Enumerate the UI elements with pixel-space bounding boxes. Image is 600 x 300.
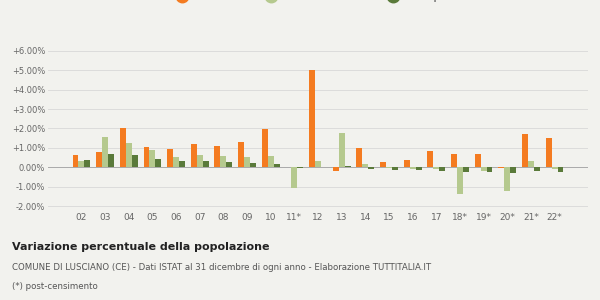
Bar bbox=[191, 144, 197, 167]
Bar bbox=[362, 164, 368, 167]
Text: COMUNE DI LUSCIANO (CE) - Dati ISTAT al 31 dicembre di ogni anno - Elaborazione : COMUNE DI LUSCIANO (CE) - Dati ISTAT al … bbox=[12, 262, 431, 272]
Bar bbox=[268, 156, 274, 167]
Bar bbox=[522, 134, 528, 167]
Bar bbox=[315, 161, 321, 167]
Bar bbox=[102, 137, 108, 167]
Bar bbox=[244, 157, 250, 167]
Bar bbox=[131, 155, 137, 167]
Text: (*) post-censimento: (*) post-censimento bbox=[12, 282, 98, 291]
Bar bbox=[551, 167, 557, 169]
Bar bbox=[546, 138, 551, 167]
Bar bbox=[203, 161, 209, 167]
Bar bbox=[410, 167, 416, 169]
Bar bbox=[557, 167, 563, 172]
Bar bbox=[392, 167, 398, 169]
Bar bbox=[73, 155, 79, 167]
Bar bbox=[108, 154, 114, 167]
Bar bbox=[292, 167, 297, 188]
Text: Variazione percentuale della popolazione: Variazione percentuale della popolazione bbox=[12, 242, 269, 251]
Bar bbox=[339, 133, 344, 167]
Bar bbox=[404, 160, 410, 167]
Bar bbox=[214, 146, 220, 167]
Bar bbox=[433, 167, 439, 169]
Bar bbox=[250, 164, 256, 167]
Bar bbox=[528, 161, 534, 167]
Bar bbox=[197, 155, 203, 167]
Bar bbox=[487, 167, 493, 172]
Bar bbox=[297, 167, 303, 168]
Bar bbox=[155, 159, 161, 167]
Bar bbox=[451, 154, 457, 167]
Bar bbox=[427, 151, 433, 167]
Bar bbox=[505, 167, 510, 190]
Bar bbox=[380, 162, 386, 167]
Bar bbox=[510, 167, 516, 173]
Bar bbox=[126, 143, 131, 167]
Bar bbox=[120, 128, 126, 167]
Bar bbox=[356, 148, 362, 167]
Bar bbox=[386, 167, 392, 168]
Bar bbox=[262, 129, 268, 167]
Bar bbox=[475, 154, 481, 167]
Bar bbox=[534, 167, 540, 171]
Bar bbox=[149, 150, 155, 167]
Bar bbox=[309, 70, 315, 167]
Bar bbox=[96, 152, 102, 167]
Bar bbox=[85, 160, 90, 167]
Bar bbox=[167, 149, 173, 167]
Bar bbox=[173, 157, 179, 167]
Bar bbox=[499, 167, 505, 168]
Bar bbox=[463, 167, 469, 172]
Bar bbox=[143, 147, 149, 167]
Bar bbox=[274, 164, 280, 167]
Bar bbox=[368, 167, 374, 169]
Bar bbox=[79, 160, 85, 167]
Bar bbox=[481, 167, 487, 171]
Bar bbox=[344, 166, 350, 167]
Bar bbox=[179, 161, 185, 167]
Bar bbox=[226, 162, 232, 167]
Bar bbox=[238, 142, 244, 167]
Bar bbox=[457, 167, 463, 194]
Bar bbox=[333, 167, 339, 171]
Legend: Lusciano, Provincia di CE, Campania: Lusciano, Provincia di CE, Campania bbox=[166, 0, 470, 7]
Bar bbox=[416, 167, 422, 170]
Bar bbox=[220, 156, 226, 167]
Bar bbox=[439, 167, 445, 171]
